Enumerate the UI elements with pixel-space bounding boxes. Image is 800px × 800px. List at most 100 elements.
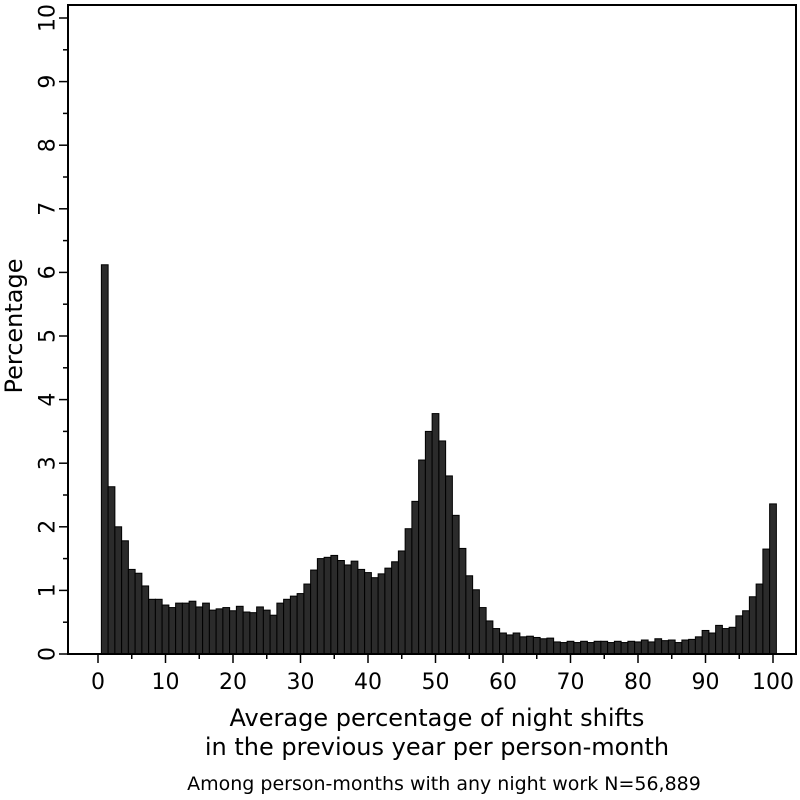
histogram-bar	[708, 632, 717, 655]
histogram-bar	[397, 550, 406, 655]
x-tick-label: 60	[489, 670, 517, 695]
y-tick-label: 6	[36, 265, 61, 279]
histogram-bar	[512, 632, 521, 655]
y-tick-label: 10	[36, 4, 61, 32]
histogram-bar	[674, 642, 683, 655]
histogram-bar	[634, 641, 642, 655]
histogram-bar	[364, 572, 372, 655]
y-tick-label: 7	[36, 202, 61, 216]
histogram-bar	[566, 640, 575, 655]
y-tick-label: 9	[36, 75, 61, 89]
histogram-bar	[350, 560, 359, 655]
histogram-bar	[249, 612, 258, 655]
y-tick-label: 1	[36, 583, 61, 597]
histogram-bar	[168, 607, 177, 655]
histogram-bar	[242, 611, 251, 655]
histogram-bar	[451, 514, 460, 655]
histogram-bar	[573, 642, 582, 655]
histogram-bar	[424, 430, 433, 655]
histogram-bar	[337, 560, 345, 655]
histogram-bar	[100, 264, 109, 655]
histogram-bar	[627, 640, 636, 655]
histogram-bar	[762, 548, 771, 655]
histogram-bar	[154, 598, 163, 655]
histogram-bar	[735, 615, 744, 655]
x-axis-title-line-1: Average percentage of night shifts	[230, 704, 645, 732]
histogram-bar	[208, 609, 217, 655]
histogram-bar	[188, 600, 197, 655]
histogram-bar	[721, 628, 730, 655]
histogram-bar	[600, 640, 609, 655]
plot-frame	[67, 4, 797, 655]
histogram-bar	[593, 640, 602, 655]
histogram-bar	[404, 528, 413, 655]
histogram-bar	[289, 595, 298, 655]
histogram-bar	[262, 609, 271, 655]
histogram-bar	[458, 547, 467, 655]
histogram-bar	[384, 567, 393, 655]
histogram-bar	[681, 639, 690, 655]
histogram-bar	[769, 503, 777, 655]
y-tick-label: 2	[36, 520, 61, 534]
sample-size-note: Among person-months with any night work …	[187, 773, 701, 795]
x-tick-label: 70	[557, 670, 585, 695]
histogram-bar	[519, 636, 528, 655]
histogram-bar	[296, 593, 305, 655]
x-tick-label: 0	[91, 670, 105, 695]
histogram-bar	[310, 569, 318, 655]
histogram-bar	[755, 583, 764, 655]
histogram-bar	[316, 558, 325, 655]
x-tick-label: 90	[692, 670, 720, 695]
histogram-bar	[127, 568, 136, 655]
x-tick-label: 10	[152, 670, 180, 695]
histogram-bar	[445, 475, 453, 655]
histogram-bar	[222, 607, 231, 655]
histogram-bar	[728, 626, 737, 655]
histogram-bar	[121, 540, 129, 655]
histogram-bar	[580, 640, 588, 655]
histogram-bar	[269, 614, 278, 655]
histogram-bar	[694, 636, 703, 655]
histogram-bar	[553, 641, 561, 655]
histogram-bar	[539, 638, 548, 655]
histogram-bar	[343, 564, 352, 655]
histogram-bar	[283, 598, 291, 655]
histogram-bar	[357, 568, 366, 655]
y-tick-label: 5	[36, 329, 61, 343]
histogram-bar	[607, 642, 615, 655]
histogram-bar	[418, 459, 426, 655]
histogram-bar	[688, 638, 696, 655]
y-tick-label: 8	[36, 138, 61, 152]
bars-group	[100, 264, 777, 655]
x-tick-label: 20	[219, 670, 247, 695]
histogram-bar	[559, 642, 568, 655]
histogram-bar	[391, 561, 399, 655]
histogram-bar	[620, 642, 629, 655]
histogram-bar	[640, 639, 649, 655]
histogram-bar	[647, 641, 656, 655]
histogram-bar	[701, 629, 710, 655]
histogram-bar	[411, 500, 420, 655]
histogram-bar	[438, 440, 447, 655]
histogram-bar	[235, 605, 244, 655]
histogram-bar	[472, 589, 480, 655]
histogram-bar	[202, 602, 210, 655]
histogram-bar	[478, 607, 487, 655]
histogram-bar	[667, 639, 676, 655]
histogram-bar	[465, 575, 474, 655]
histogram-bar	[613, 640, 622, 655]
histogram-bar	[134, 572, 143, 655]
histogram-bar	[141, 585, 150, 655]
histogram-bar	[330, 554, 339, 655]
histogram-bar	[181, 602, 190, 655]
histogram-bar	[485, 620, 494, 655]
x-tick-label: 40	[354, 670, 382, 695]
histogram-bar	[195, 606, 204, 655]
histogram-bar	[175, 602, 183, 655]
histogram-bar	[715, 624, 723, 655]
histogram-bar	[377, 573, 386, 655]
histogram-bar	[748, 596, 757, 655]
histogram-bar	[114, 526, 123, 655]
